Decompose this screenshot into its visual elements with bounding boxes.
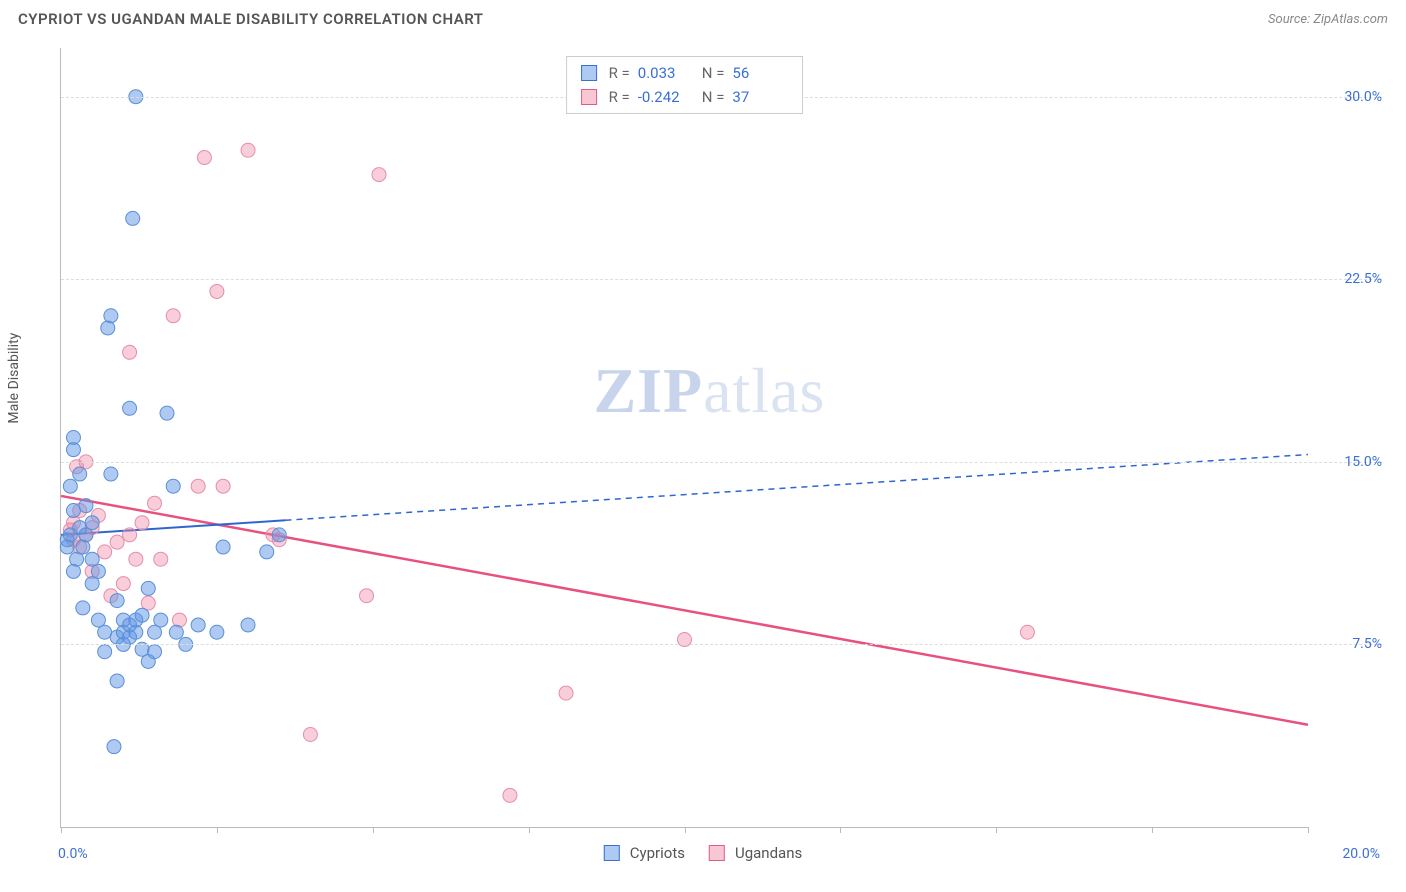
chart-container: Male Disability ZIPatlas R = 0.033 N = 5… bbox=[18, 40, 1388, 882]
legend-item-cypriots: Cypriots bbox=[604, 844, 685, 862]
y-tick-label: 15.0% bbox=[1314, 454, 1382, 470]
stats-box: R = 0.033 N = 56 R = -0.242 N = 37 bbox=[566, 56, 804, 114]
swatch-blue-icon bbox=[581, 65, 597, 81]
x-axis-max-label: 20.0% bbox=[1342, 846, 1380, 862]
chart-title: CYPRIOT VS UGANDAN MALE DISABILITY CORRE… bbox=[18, 10, 484, 28]
legend-item-ugandans: Ugandans bbox=[709, 844, 802, 862]
r-value: 0.033 bbox=[638, 61, 694, 85]
chart-source: Source: ZipAtlas.com bbox=[1268, 12, 1388, 27]
legend: Cypriots Ugandans bbox=[604, 844, 802, 862]
stats-row-ugandans: R = -0.242 N = 37 bbox=[581, 85, 789, 109]
legend-label: Cypriots bbox=[630, 844, 685, 862]
n-value: 37 bbox=[732, 85, 788, 109]
y-axis-label: Male Disability bbox=[6, 333, 22, 424]
r-label: R = bbox=[609, 61, 630, 85]
swatch-pink-icon bbox=[581, 89, 597, 105]
n-value: 56 bbox=[732, 61, 788, 85]
y-tick-label: 22.5% bbox=[1314, 271, 1382, 287]
x-axis-min-label: 0.0% bbox=[58, 846, 88, 862]
swatch-pink-icon bbox=[709, 845, 725, 861]
r-value: -0.242 bbox=[638, 85, 694, 109]
n-label: N = bbox=[702, 85, 725, 109]
y-tick-label: 7.5% bbox=[1314, 636, 1382, 652]
plot-svg bbox=[61, 48, 1308, 827]
legend-label: Ugandans bbox=[735, 844, 802, 862]
stats-row-cypriots: R = 0.033 N = 56 bbox=[581, 61, 789, 85]
y-tick-label: 30.0% bbox=[1314, 89, 1382, 105]
r-label: R = bbox=[609, 85, 630, 109]
plot-area: ZIPatlas R = 0.033 N = 56 R = -0.242 N =… bbox=[60, 48, 1308, 828]
swatch-blue-icon bbox=[604, 845, 620, 861]
n-label: N = bbox=[702, 61, 725, 85]
